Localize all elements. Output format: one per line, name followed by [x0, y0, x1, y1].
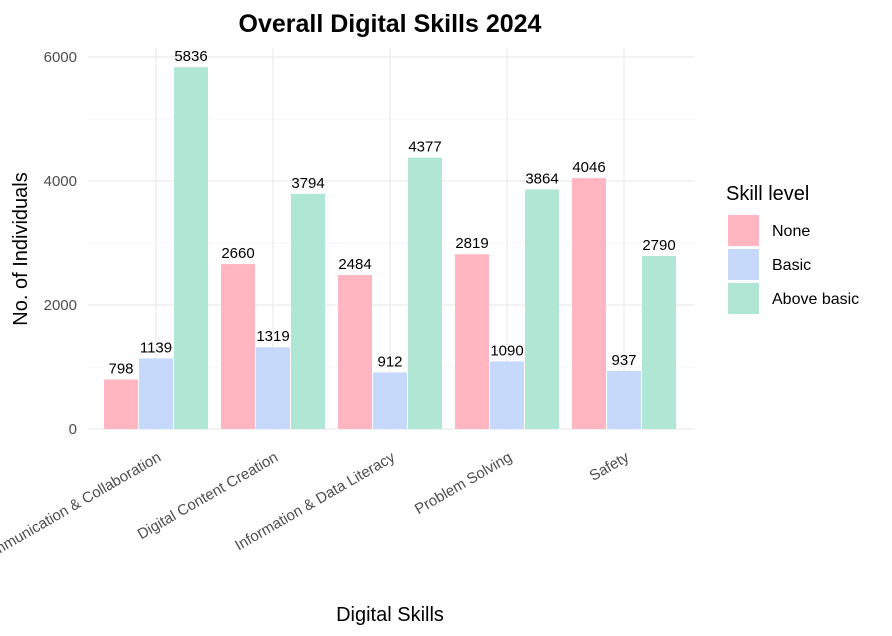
bars	[104, 67, 676, 429]
bar-value-label: 3864	[525, 170, 558, 187]
bar-value-label: 2819	[455, 235, 488, 252]
bar	[139, 358, 173, 429]
x-tick-label: Problem Solving	[412, 449, 515, 518]
x-tick-label: Safety	[587, 448, 633, 484]
bar-value-label: 1139	[140, 339, 172, 356]
bar-value-label: 1090	[490, 342, 523, 359]
bar-value-label: 2484	[338, 256, 371, 273]
legend-label: None	[772, 223, 810, 240]
bar-labels: 798 1139 5836 2660 1319 3794 2484 912 4377 2819 10…	[108, 48, 675, 377]
bar-value-label: 937	[611, 352, 636, 369]
bar-value-label: 2790	[642, 237, 675, 254]
bar	[338, 274, 372, 429]
bar-value-label: 2660	[221, 245, 254, 262]
bar	[256, 347, 290, 429]
bar	[607, 370, 641, 429]
legend-swatch	[728, 249, 759, 280]
bar-value-label: 5836	[174, 48, 207, 65]
bar-value-label: 4046	[572, 159, 605, 176]
bar	[642, 256, 676, 429]
legend: Skill level None Basic Above basic	[726, 183, 859, 314]
bar	[174, 67, 208, 429]
y-tick-label: 2000	[44, 297, 77, 314]
x-tick-label: Communication & Collaboration	[0, 449, 164, 569]
bar	[455, 254, 489, 429]
legend-title: Skill level	[726, 183, 809, 205]
bar-value-label: 798	[108, 361, 133, 378]
y-axis-ticks: 0 2000 4000 6000	[44, 49, 77, 438]
bar-value-label: 912	[377, 353, 402, 370]
chart-title: Overall Digital Skills 2024	[239, 10, 542, 38]
bar	[490, 361, 524, 429]
legend-label: Above basic	[772, 291, 859, 308]
y-tick-label: 4000	[44, 173, 77, 190]
legend-label: Basic	[772, 257, 811, 274]
bar-value-label: 3794	[291, 175, 324, 192]
legend-swatch	[728, 283, 759, 314]
bar	[221, 264, 255, 429]
legend-swatch	[728, 215, 759, 246]
bar	[104, 379, 138, 429]
y-tick-label: 0	[69, 421, 77, 438]
y-tick-label: 6000	[44, 49, 77, 66]
bar	[373, 372, 407, 429]
bar-value-label: 4377	[408, 139, 441, 156]
bar	[291, 193, 325, 429]
bar	[572, 178, 606, 429]
x-axis-title: Digital Skills	[336, 604, 444, 626]
y-axis-title: No. of Individuals	[10, 172, 32, 325]
bar	[408, 157, 442, 429]
bar-value-label: 1319	[256, 328, 289, 345]
bar	[525, 189, 559, 429]
